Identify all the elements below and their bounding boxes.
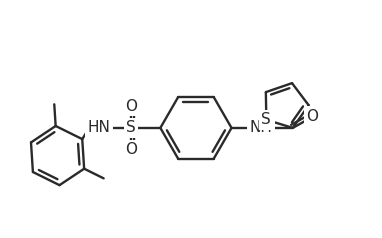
Text: O: O (125, 99, 137, 114)
Text: O: O (125, 142, 137, 157)
Text: HN: HN (87, 120, 110, 135)
Text: NH: NH (250, 120, 273, 135)
Text: S: S (126, 120, 136, 135)
Text: O: O (307, 109, 319, 124)
Text: S: S (261, 112, 271, 127)
